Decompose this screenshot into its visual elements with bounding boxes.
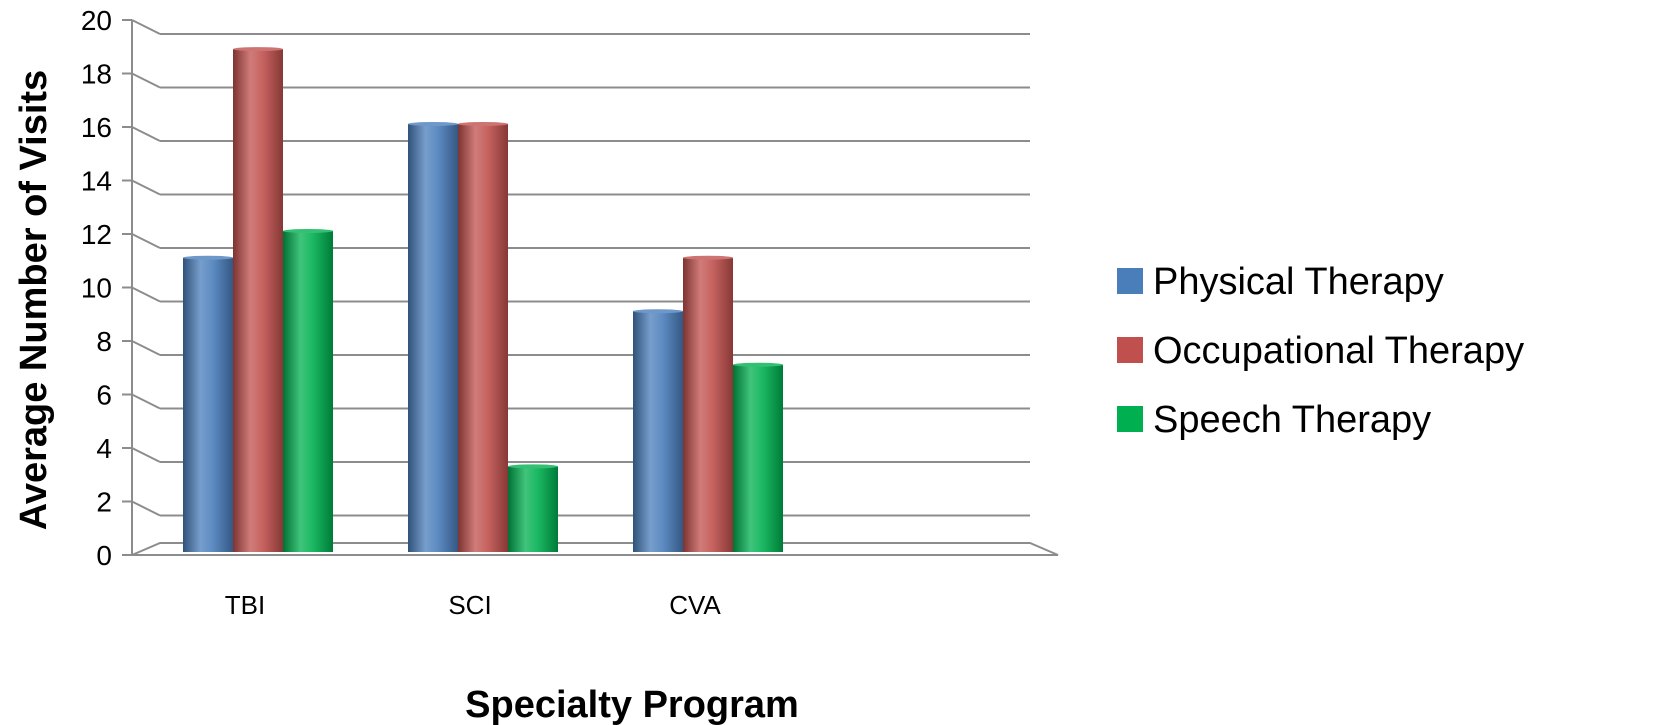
bar xyxy=(683,257,733,552)
gridline-connector xyxy=(131,393,161,410)
y-tick-label: 8 xyxy=(96,326,112,357)
y-tick-label: 4 xyxy=(96,433,112,464)
gridline-connector xyxy=(131,126,161,142)
gridline-connector xyxy=(131,233,161,249)
gridline-connector xyxy=(131,72,161,89)
bar-top xyxy=(733,362,783,367)
legend-label: Occupational Therapy xyxy=(1153,330,1524,372)
bar-top xyxy=(408,122,458,126)
bars xyxy=(183,47,783,552)
x-tick-label: SCI xyxy=(448,590,491,620)
y-tick-label: 0 xyxy=(96,540,112,571)
y-tick-label: 18 xyxy=(81,59,112,90)
y-tick-label: 12 xyxy=(81,219,112,250)
y-tick-label: 16 xyxy=(81,112,112,143)
x-axis-title: Specialty Program xyxy=(465,684,799,725)
legend: Physical Therapy Occupational Therapy Spee… xyxy=(1117,261,1524,441)
gridline-connector xyxy=(131,286,161,303)
legend-label: Speech Therapy xyxy=(1153,399,1431,441)
legend-swatch xyxy=(1117,406,1143,432)
y-axis-title: Average Number of Visits xyxy=(13,70,55,530)
y-tick-label: 14 xyxy=(81,166,112,197)
axes: 0 2 4 6 8 10 12 14 16 18 20 xyxy=(81,5,1059,571)
x-tick-label: CVA xyxy=(669,590,721,620)
bar-top xyxy=(633,309,683,314)
y-tick-label: 6 xyxy=(96,380,112,411)
gridline-connector xyxy=(131,19,161,35)
legend-swatch xyxy=(1117,337,1143,363)
bar xyxy=(458,124,508,552)
bar-top xyxy=(458,122,508,126)
bar xyxy=(508,466,558,552)
bar xyxy=(733,364,783,552)
gridline-connector xyxy=(131,179,161,196)
bar xyxy=(233,49,283,552)
gridline-connector xyxy=(131,447,161,463)
y-tick-label: 10 xyxy=(81,273,112,304)
legend-swatch xyxy=(1117,268,1143,294)
category-labels: TBI SCI CVA xyxy=(225,590,722,620)
y-tick-label: 2 xyxy=(96,487,112,518)
bar xyxy=(283,231,333,552)
legend-label: Physical Therapy xyxy=(1153,261,1444,303)
y-tick-label: 20 xyxy=(81,5,112,36)
bar xyxy=(183,257,233,552)
gridline-connector xyxy=(131,500,161,517)
bar xyxy=(408,124,458,552)
gridline-connector xyxy=(131,340,161,356)
bar-top xyxy=(183,255,233,260)
floor xyxy=(131,542,1059,556)
bar-top xyxy=(283,229,333,233)
bar-top xyxy=(683,255,733,260)
bar-top xyxy=(233,47,283,52)
bar-top xyxy=(508,464,558,469)
x-tick-label: TBI xyxy=(225,590,265,620)
bar xyxy=(633,311,683,552)
